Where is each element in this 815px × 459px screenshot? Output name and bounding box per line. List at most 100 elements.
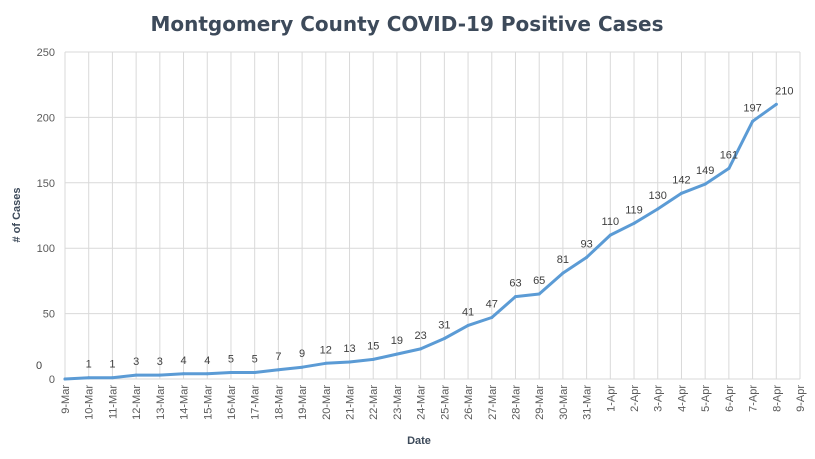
x-tick-label: 1-Apr: [605, 385, 617, 412]
data-label: 149: [696, 165, 714, 177]
data-label: 3: [157, 356, 163, 368]
x-tick-label: 9-Mar: [60, 385, 72, 414]
y-tick-label: 50: [43, 309, 55, 321]
data-label: 41: [462, 306, 474, 318]
data-label: 19: [391, 335, 403, 347]
data-label: 197: [743, 102, 761, 114]
x-tick-label: 18-Mar: [273, 385, 285, 420]
data-point: [774, 102, 778, 106]
x-tick-label: 16-Mar: [226, 385, 238, 420]
x-tick-label: 22-Mar: [368, 385, 380, 420]
data-point: [229, 370, 233, 374]
data-point: [419, 347, 423, 351]
x-tick-label: 17-Mar: [250, 385, 262, 420]
x-tick-label: 20-Mar: [321, 385, 333, 420]
data-label: 210: [775, 85, 793, 97]
data-label: 4: [180, 355, 186, 367]
data-label: 93: [580, 238, 592, 250]
data-label: 0: [36, 360, 42, 372]
data-point: [513, 295, 517, 299]
data-label: 7: [275, 351, 281, 363]
x-tick-label: 12-Mar: [131, 385, 143, 420]
data-point: [87, 376, 91, 380]
data-label: 15: [367, 340, 379, 352]
data-point: [608, 233, 612, 237]
data-point: [205, 372, 209, 376]
x-tick-label: 27-Mar: [487, 385, 499, 420]
data-point: [182, 372, 186, 376]
x-tick-label: 6-Apr: [724, 385, 736, 412]
y-tick-label: 150: [37, 178, 55, 190]
data-label: 63: [509, 278, 521, 290]
y-axis-title: # of Cases: [11, 187, 23, 242]
data-point: [158, 373, 162, 377]
data-label: 65: [533, 275, 545, 287]
x-tick-label: 11-Mar: [107, 385, 119, 419]
data-point: [324, 361, 328, 365]
data-point: [300, 365, 304, 369]
data-point: [253, 370, 257, 374]
data-point: [63, 377, 67, 381]
data-point: [490, 316, 494, 320]
data-label: 81: [557, 254, 569, 266]
data-label: 4: [204, 355, 210, 367]
series-line-layer: [63, 102, 778, 381]
x-tick-label: 7-Apr: [748, 385, 760, 412]
y-tick-label: 200: [37, 112, 55, 124]
x-tick-label: 28-Mar: [510, 385, 522, 420]
data-point: [442, 336, 446, 340]
x-tick-label: 4-Apr: [676, 385, 688, 412]
x-tick-label: 24-Mar: [416, 385, 428, 420]
x-tick-label: 10-Mar: [84, 385, 96, 420]
y-tick-label: 250: [37, 47, 55, 59]
data-label: 142: [672, 174, 690, 186]
x-tick-label: 29-Mar: [534, 385, 546, 420]
chart-title: Montgomery County COVID-19 Positive Case…: [150, 12, 663, 36]
x-tick-label: 26-Mar: [463, 385, 475, 420]
data-label: 161: [720, 149, 738, 161]
x-tick-label: 13-Mar: [155, 385, 167, 420]
data-point: [466, 323, 470, 327]
data-point: [703, 182, 707, 186]
x-tick-label: 8-Apr: [771, 385, 783, 412]
x-axis-title: Date: [407, 435, 431, 447]
x-tick-label: 9-Apr: [795, 385, 807, 412]
data-point: [134, 373, 138, 377]
y-tick-label: 0: [49, 374, 55, 386]
data-point: [751, 119, 755, 123]
data-label: 5: [228, 353, 234, 365]
data-label: 5: [252, 353, 258, 365]
data-label: 119: [625, 204, 643, 216]
data-label: 31: [438, 319, 450, 331]
data-point: [679, 191, 683, 195]
data-point: [395, 352, 399, 356]
data-point: [371, 357, 375, 361]
x-tick-label: 15-Mar: [202, 385, 214, 420]
x-tick-label: 3-Apr: [653, 385, 665, 412]
x-tick-label: 23-Mar: [392, 385, 404, 420]
gridlines: [64, 51, 801, 380]
x-tick-label: 2-Apr: [629, 385, 641, 412]
x-tick-label: 30-Mar: [558, 385, 570, 420]
data-label: 1: [109, 359, 115, 371]
x-tick-label: 31-Mar: [582, 385, 594, 420]
data-point: [537, 292, 541, 296]
y-tick-label: 100: [37, 243, 55, 255]
x-tick-label: 19-Mar: [297, 385, 309, 420]
data-label: 3: [133, 356, 139, 368]
data-label: 110: [602, 216, 620, 228]
data-point: [561, 271, 565, 275]
data-point: [727, 166, 731, 170]
x-axis-ticks: 9-Mar 10-Mar 11-Mar 12-Mar 13-Mar 14-Mar 15-Ma…: [60, 385, 807, 420]
x-tick-label: 21-Mar: [345, 385, 357, 420]
x-tick-label: 25-Mar: [439, 385, 451, 420]
data-point: [632, 221, 636, 225]
data-point: [110, 376, 114, 380]
data-label: 130: [649, 190, 667, 202]
data-point: [656, 207, 660, 211]
data-label: 9: [299, 348, 305, 360]
data-label: 12: [320, 344, 332, 356]
